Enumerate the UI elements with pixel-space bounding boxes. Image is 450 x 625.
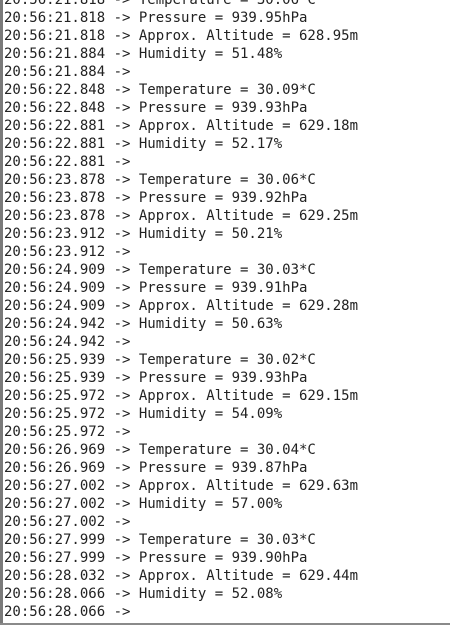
left-border (0, 0, 3, 625)
log-line: 20:56:27.002 -> (4, 514, 131, 530)
log-line: 20:56:22.881 -> (4, 154, 131, 170)
bottom-border (0, 623, 450, 625)
log-line: 20:56:27.999 -> Pressure = 939.90hPa (4, 550, 308, 566)
log-line: 20:56:25.972 -> Humidity = 54.09% (4, 406, 283, 422)
log-line: 20:56:24.942 -> Humidity = 50.63% (4, 316, 283, 332)
log-line: 20:56:25.972 -> Approx. Altitude = 629.1… (4, 388, 359, 404)
log-line: 20:56:28.032 -> Approx. Altitude = 629.4… (4, 568, 359, 584)
log-line: 20:56:27.002 -> Approx. Altitude = 629.6… (4, 478, 359, 494)
log-line: 20:56:23.878 -> Approx. Altitude = 629.2… (4, 208, 359, 224)
log-line: 20:56:27.999 -> Temperature = 30.03*C (4, 532, 316, 548)
log-line: 20:56:23.912 -> Humidity = 50.21% (4, 226, 283, 242)
log-line: 20:56:24.909 -> Approx. Altitude = 629.2… (4, 298, 359, 314)
log-line: 20:56:23.878 -> Temperature = 30.06*C (4, 172, 316, 188)
log-line: 20:56:25.939 -> Temperature = 30.02*C (4, 352, 316, 368)
log-line: 20:56:23.878 -> Pressure = 939.92hPa (4, 190, 308, 206)
log-line: 20:56:21.884 -> (4, 64, 131, 80)
log-line: 20:56:28.066 -> Humidity = 52.08% (4, 586, 283, 602)
log-line: 20:56:27.002 -> Humidity = 57.00% (4, 496, 283, 512)
log-line: 20:56:22.848 -> Temperature = 30.09*C (4, 82, 316, 98)
log-line: 20:56:24.909 -> Temperature = 30.03*C (4, 262, 316, 278)
log-line: 20:56:24.909 -> Pressure = 939.91hPa (4, 280, 308, 296)
log-line: 20:56:22.848 -> Pressure = 939.93hPa (4, 100, 308, 116)
serial-log[interactable]: 20:56:21.818 -> Temperature = 30.06*C 20:… (4, 0, 450, 621)
log-line: 20:56:21.818 -> Pressure = 939.95hPa (4, 10, 308, 26)
log-line: 20:56:21.884 -> Humidity = 51.48% (4, 46, 283, 62)
log-line: 20:56:23.912 -> (4, 244, 131, 260)
log-line: 20:56:21.818 -> Approx. Altitude = 628.9… (4, 28, 359, 44)
log-line: 20:56:22.881 -> Humidity = 52.17% (4, 136, 283, 152)
log-line: 20:56:26.969 -> Pressure = 939.87hPa (4, 460, 308, 476)
log-line: 20:56:25.939 -> Pressure = 939.93hPa (4, 370, 308, 386)
log-line: 20:56:22.881 -> Approx. Altitude = 629.1… (4, 118, 359, 134)
log-line: 20:56:26.969 -> Temperature = 30.04*C (4, 442, 316, 458)
log-line: 20:56:21.818 -> Temperature = 30.06*C (4, 0, 316, 8)
log-line: 20:56:24.942 -> (4, 334, 131, 350)
log-line: 20:56:25.972 -> (4, 424, 131, 440)
log-line: 20:56:28.066 -> (4, 604, 131, 620)
